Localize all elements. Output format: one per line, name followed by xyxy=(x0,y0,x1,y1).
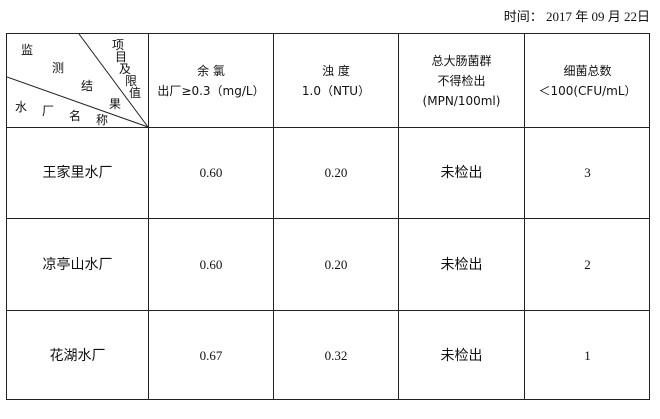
header-bacteria: 细菌总数 ＜100(CFU/mL） xyxy=(525,34,650,127)
divider xyxy=(7,218,649,219)
day-unit: 日 xyxy=(636,10,650,25)
corner-label: 水 xyxy=(15,100,28,114)
corner-label: 及 xyxy=(119,62,132,76)
divider xyxy=(273,34,274,399)
divider xyxy=(524,34,525,399)
corner-label: 监 xyxy=(21,43,34,57)
cell-coliform: 未检出 xyxy=(440,165,483,181)
header-line: 细菌总数 xyxy=(563,63,612,78)
cell-coliform: 未检出 xyxy=(440,256,483,273)
corner-label: 厂 xyxy=(42,104,55,118)
header-line: 总大肠菌群 xyxy=(431,53,492,68)
cell-bacteria: 1 xyxy=(584,348,591,363)
cell-name: 王家里水厂 xyxy=(42,165,113,181)
cell-chlorine: 0.60 xyxy=(199,165,223,180)
corner-label: 值 xyxy=(129,86,142,100)
header-turbidity: 浊 度 1.0（NTU） xyxy=(274,34,398,127)
header-line: 出厂≥0.3（mg/L） xyxy=(157,83,265,98)
corner-label: 限 xyxy=(125,74,138,88)
cell-chlorine: 0.67 xyxy=(199,348,223,363)
water-quality-table: 项 目 及 限 值 监 测 结 果 水 厂 名 称 余 氯出厂≥0.3（mg/L… xyxy=(6,33,650,400)
cell-turbidity: 0.20 xyxy=(324,256,348,272)
cell-coliform: 未检出 xyxy=(440,348,483,364)
header-chlorine: 余 氯出厂≥0.3（mg/L） xyxy=(149,34,273,127)
month: 09 xyxy=(591,9,605,24)
header-line: 不得检出 xyxy=(437,73,486,88)
month-unit: 月 xyxy=(607,10,621,25)
corner-label: 果 xyxy=(109,97,122,111)
corner-diagonals xyxy=(7,34,149,128)
header-line: (MPN/100ml) xyxy=(422,93,501,108)
cell-bacteria: 2 xyxy=(584,256,591,272)
corner-label: 名 xyxy=(69,109,82,123)
report-date: 时间： 2017 年 09 月 22日 xyxy=(504,6,650,25)
header-line: 浊 度 xyxy=(322,63,350,78)
header-line: 1.0（NTU） xyxy=(301,83,371,98)
header-coliform: 总大肠菌群不得检出 (MPN/100ml) xyxy=(399,34,524,127)
date-label: 时间： xyxy=(503,10,543,25)
corner-label: 目 xyxy=(115,50,128,64)
divider xyxy=(7,127,649,128)
corner-label: 结 xyxy=(81,79,94,93)
divider xyxy=(7,310,649,311)
day: 22 xyxy=(623,9,637,24)
divider xyxy=(398,34,399,399)
cell-bacteria: 3 xyxy=(584,165,591,180)
divider xyxy=(148,34,149,399)
header-line: ＜100(CFU/mL） xyxy=(538,83,637,98)
cell-turbidity: 0.32 xyxy=(324,348,348,363)
cell-name: 花湖水厂 xyxy=(49,348,106,364)
cell-chlorine: 0.60 xyxy=(199,256,223,272)
corner-label: 项 xyxy=(112,38,125,52)
header-line: 余 氯 xyxy=(197,63,225,78)
cell-name: 凉亭山水厂 xyxy=(42,256,113,273)
year: 2017 xyxy=(545,9,572,24)
year-unit: 年 xyxy=(575,10,589,25)
cell-turbidity: 0.20 xyxy=(324,165,348,180)
corner-label: 称 xyxy=(96,113,109,127)
corner-label: 测 xyxy=(52,61,65,75)
